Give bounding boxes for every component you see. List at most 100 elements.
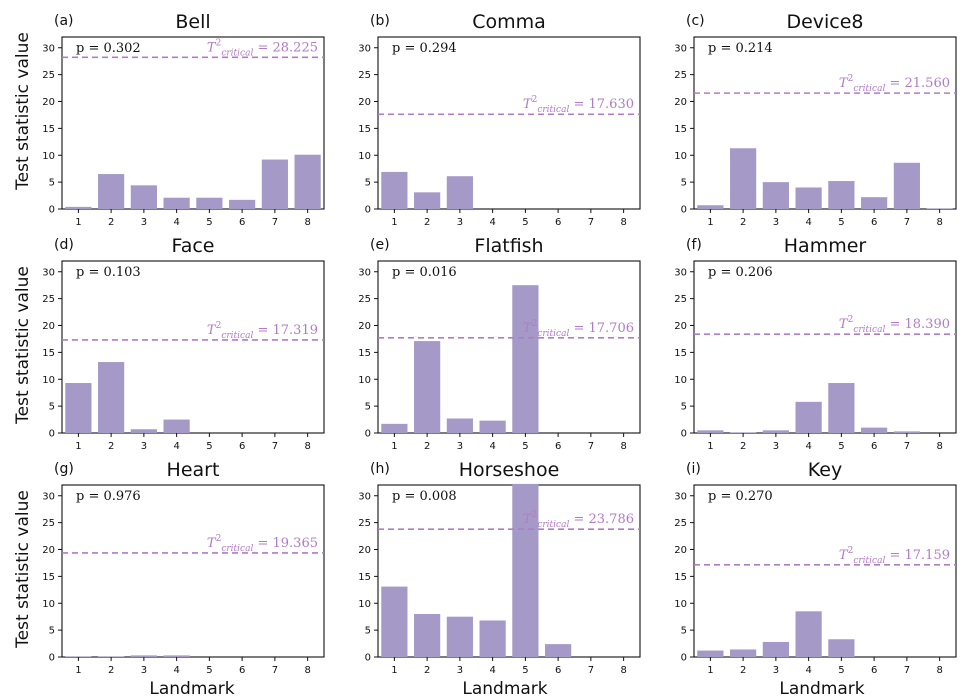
panel-tag: (g)	[54, 461, 74, 477]
y-tick-label: 0	[49, 429, 55, 440]
x-tick-label: 6	[239, 217, 245, 228]
p-value-label: p = 0.294	[392, 41, 457, 56]
y-tick-label: 0	[365, 429, 371, 440]
bar	[697, 430, 724, 433]
critical-value: = 19.365	[253, 536, 318, 551]
y-tick-label: 20	[674, 545, 687, 556]
bar	[828, 181, 855, 209]
y-tick-label: 20	[358, 97, 371, 108]
x-tick-label: 5	[206, 217, 212, 228]
x-tick-label: 6	[555, 217, 561, 228]
bar	[795, 611, 822, 657]
y-tick-label: 10	[674, 599, 687, 610]
critical-symbol: T	[207, 323, 217, 338]
critical-superscript: 2	[216, 321, 222, 331]
bar	[512, 285, 539, 433]
y-tick-label: 0	[365, 205, 371, 216]
bar	[98, 656, 125, 657]
axes-frame	[377, 36, 641, 210]
x-tick-label: 5	[838, 665, 844, 676]
y-tick-label: 15	[358, 124, 371, 135]
y-tick-label: 0	[681, 205, 687, 216]
bar	[414, 341, 441, 433]
critical-superscript: 2	[848, 546, 854, 556]
y-axis-label-row-1: Test statistic value	[13, 32, 33, 191]
x-tick-label: 4	[805, 217, 811, 228]
critical-superscript: 2	[216, 534, 222, 544]
critical-subscript: critical	[221, 48, 253, 58]
y-tick-label: 25	[358, 518, 371, 529]
bar	[446, 176, 473, 209]
x-tick-label: 7	[272, 665, 278, 676]
critical-value: = 23.786	[569, 512, 634, 527]
x-tick-label: 8	[936, 217, 942, 228]
critical-symbol: T	[839, 317, 849, 332]
x-tick-label: 4	[805, 665, 811, 676]
y-tick-label: 15	[674, 572, 687, 583]
x-tick-label: 1	[707, 217, 713, 228]
bar	[381, 171, 408, 209]
critical-superscript: 2	[848, 315, 854, 325]
x-tick-label: 2	[424, 665, 430, 676]
bar	[730, 649, 757, 657]
panel-8: 0 5 10 15 20 25 30 1 2 3 4 5 6 7 8 Horseshoe (h)p = 0.00…	[358, 459, 641, 676]
x-tick-label: 4	[489, 441, 495, 452]
panel-tag: (a)	[54, 13, 74, 29]
x-tick-label: 1	[75, 665, 81, 676]
bar	[762, 182, 789, 209]
critical-subscript: critical	[853, 556, 885, 566]
y-tick-label: 0	[365, 653, 371, 664]
critical-value: = 17.630	[569, 97, 634, 112]
y-tick-label: 25	[358, 294, 371, 305]
panel-title: Flatfish	[474, 235, 543, 257]
bar	[926, 208, 953, 209]
y-tick-label: 15	[358, 572, 371, 583]
p-value-label: p = 0.008	[392, 489, 457, 504]
y-tick-label: 10	[358, 375, 371, 386]
y-tick-label: 5	[365, 626, 371, 637]
critical-symbol: T	[207, 40, 217, 55]
critical-symbol: T	[523, 321, 533, 336]
x-tick-label: 4	[173, 217, 179, 228]
x-tick-label: 2	[108, 665, 114, 676]
y-tick-label: 5	[681, 402, 687, 413]
y-tick-label: 0	[49, 653, 55, 664]
bar	[163, 197, 190, 209]
panel-title: Horseshoe	[459, 459, 560, 481]
y-tick-label: 15	[674, 124, 687, 135]
bar	[65, 383, 92, 433]
x-tick-label: 2	[740, 665, 746, 676]
panel-5: 0 5 10 15 20 25 30 1 2 3 4 5 6 7 8 Flatfish (e)p = 0.016…	[358, 235, 641, 452]
bar	[828, 639, 855, 657]
y-tick-label: 5	[49, 402, 55, 413]
panel-title: Comma	[472, 11, 546, 33]
y-tick-label: 15	[42, 348, 55, 359]
y-tick-label: 15	[674, 348, 687, 359]
x-tick-label: 8	[620, 217, 626, 228]
x-tick-label: 3	[773, 441, 779, 452]
critical-symbol: T	[523, 97, 533, 112]
p-value-label: p = 0.103	[76, 265, 141, 280]
bar	[893, 431, 920, 433]
p-value-label: p = 0.302	[76, 41, 141, 56]
bar	[730, 148, 757, 209]
y-tick-label: 30	[358, 267, 371, 278]
x-tick-label: 4	[173, 665, 179, 676]
panel-title: Bell	[175, 11, 210, 33]
critical-subscript: critical	[221, 544, 253, 554]
x-tick-label: 7	[904, 441, 910, 452]
panel-title: Face	[172, 235, 215, 257]
y-tick-label: 5	[49, 178, 55, 189]
x-tick-label: 1	[391, 217, 397, 228]
y-axis-label-row-3: Test statistic value	[13, 490, 33, 649]
bar	[828, 383, 855, 433]
y-tick-label: 5	[49, 626, 55, 637]
critical-symbol: T	[839, 548, 849, 563]
critical-superscript: 2	[532, 510, 538, 520]
y-tick-label: 30	[42, 267, 55, 278]
bar	[163, 655, 190, 657]
x-tick-label: 8	[620, 441, 626, 452]
x-tick-label: 6	[239, 441, 245, 452]
